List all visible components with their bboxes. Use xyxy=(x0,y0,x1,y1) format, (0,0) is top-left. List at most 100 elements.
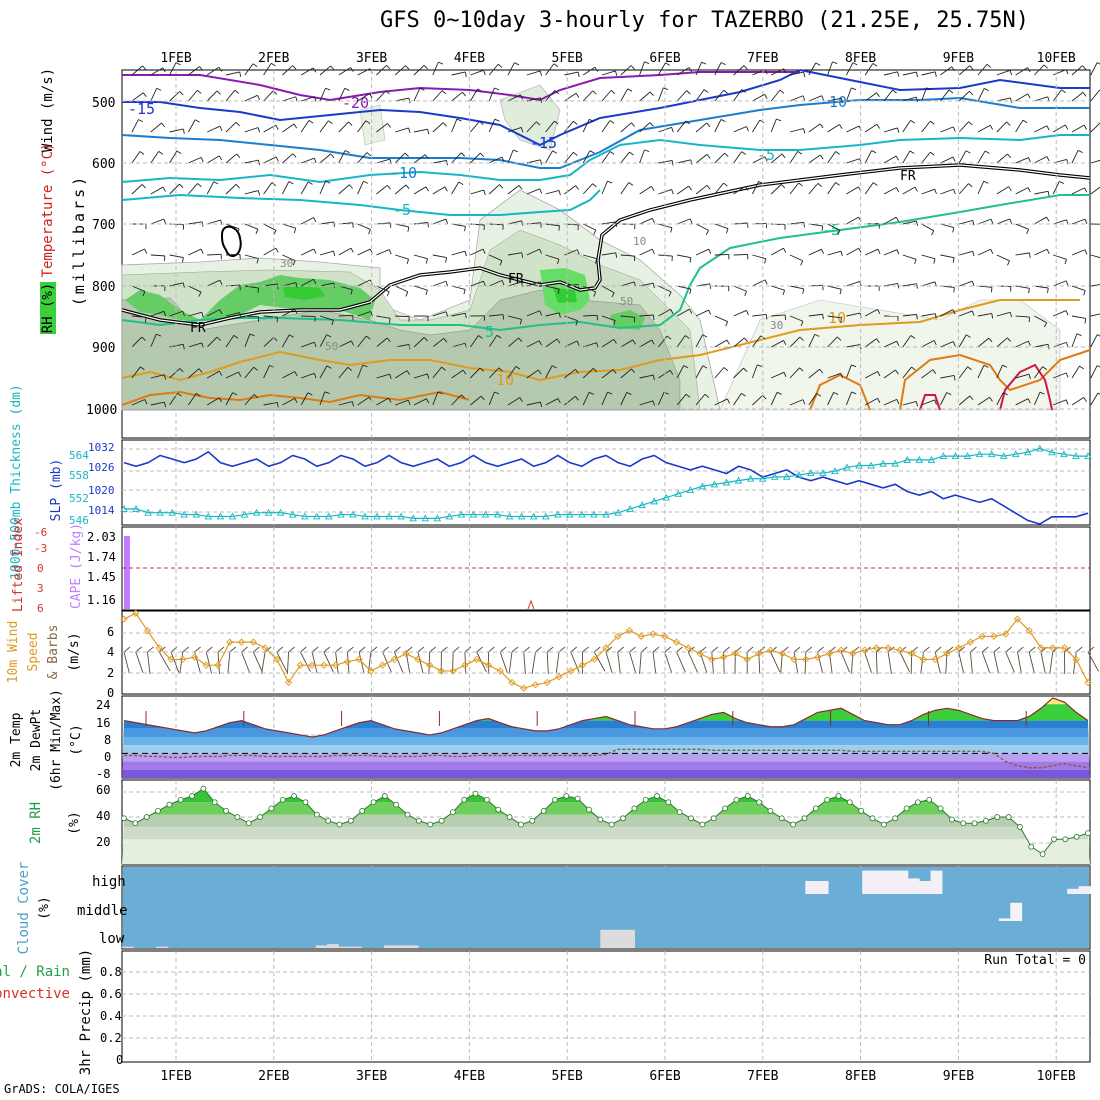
wind-barb xyxy=(413,128,428,133)
wind-tick: 6 xyxy=(107,625,114,639)
wind-barb xyxy=(545,338,558,348)
surface-wind-barb xyxy=(1073,651,1077,674)
wind-barb-flag xyxy=(292,65,297,70)
temperature-ylabel: Temperature (°C) xyxy=(40,143,56,278)
wind-barb-flag xyxy=(877,398,881,403)
temp2m-panel xyxy=(122,697,1090,778)
wind-barb xyxy=(395,315,410,318)
surface-wind-barb xyxy=(570,651,580,673)
wind-barb xyxy=(865,248,879,256)
wind-barb-flag xyxy=(1026,229,1029,235)
wind-barb-flag xyxy=(984,150,990,154)
wind-barb-flag xyxy=(389,374,392,380)
wind-barb xyxy=(752,395,763,406)
wind-speed-point xyxy=(731,650,739,658)
wind-barb xyxy=(319,181,327,195)
wind-barb xyxy=(507,337,519,348)
date-label-top: 10FEB xyxy=(1037,51,1076,66)
wind-barb xyxy=(695,122,707,133)
wind-barb xyxy=(752,314,767,317)
wind-barb xyxy=(902,401,917,406)
wind-barb xyxy=(1015,285,1030,289)
wind-barb-flag xyxy=(163,218,167,224)
wind-barb xyxy=(677,159,691,164)
wind-barb-flag xyxy=(743,367,748,372)
wind-barb-flag xyxy=(387,185,391,190)
surface-wind-barb-flag xyxy=(147,646,154,653)
date-label-top: 7FEB xyxy=(747,51,778,66)
surface-wind-barb-flag xyxy=(993,646,1001,653)
wind-barb xyxy=(282,65,294,76)
wind-barb xyxy=(131,92,144,102)
wind-barb-flag xyxy=(871,150,877,154)
wind-barb xyxy=(1034,366,1043,379)
wind-barb-flag xyxy=(478,335,483,339)
wind-barb xyxy=(1015,223,1029,230)
wind-barb xyxy=(1034,343,1049,348)
wind-barb xyxy=(131,336,143,348)
wind-barb-flag xyxy=(851,391,857,395)
wind-barb-flag xyxy=(650,186,655,191)
wind-barb xyxy=(676,185,690,195)
temp-band xyxy=(122,769,1090,778)
wind-barb xyxy=(977,365,985,379)
cloud-bar-low xyxy=(326,944,339,948)
wind-barb xyxy=(676,308,690,317)
thickness-point xyxy=(1023,448,1032,456)
rh-point xyxy=(812,805,819,812)
wind-barb-flag xyxy=(1059,180,1064,184)
surface-wind-barb xyxy=(531,651,536,674)
cloud-bar-high xyxy=(885,870,897,894)
wind-barb xyxy=(958,395,971,406)
wind-barb-flag xyxy=(744,291,748,297)
wind-barb xyxy=(188,89,198,102)
thickness-point xyxy=(734,476,743,484)
wind-barb xyxy=(1071,397,1085,406)
wind-barb xyxy=(827,223,841,231)
wind-barb-flag xyxy=(593,291,597,297)
rh-band xyxy=(122,788,1090,803)
wind-barb-flag xyxy=(776,391,782,395)
wind-barb xyxy=(1053,310,1067,317)
surface-wind-barb-flag xyxy=(358,646,366,653)
wind-barb-flag xyxy=(293,228,297,234)
wind-barb xyxy=(1071,124,1085,133)
wind-barb-flag xyxy=(965,334,971,338)
wind-barb-flag xyxy=(162,67,166,73)
wind-barb xyxy=(188,183,198,195)
rh-point xyxy=(1039,851,1046,858)
cloud-bar-high xyxy=(896,870,909,894)
wind-barb-flag xyxy=(933,258,936,264)
thickness-point xyxy=(517,512,526,520)
wind-barb-flag xyxy=(708,309,712,315)
surface-wind-barb xyxy=(793,651,799,674)
slp-line xyxy=(123,450,1089,525)
wind-barb-flag xyxy=(238,371,242,377)
wind-barb xyxy=(376,158,391,164)
temp-band xyxy=(122,720,1090,729)
wind-barb xyxy=(338,285,353,291)
wind-barb-flag xyxy=(1006,121,1011,126)
grads-footer: GrADS: COLA/IGES xyxy=(4,1082,120,1096)
rh-point xyxy=(778,815,785,822)
wind-barb-flag xyxy=(589,150,595,154)
cloud-bar-low xyxy=(156,946,169,948)
rh-point xyxy=(200,785,207,792)
wind-speed-point xyxy=(896,646,904,654)
surface-wind-barb xyxy=(652,651,657,674)
wind-barb-flag xyxy=(1028,288,1030,294)
wind-barb xyxy=(846,186,859,195)
wind-barb xyxy=(188,285,202,293)
rh-point xyxy=(926,796,933,803)
wind-barb-flag xyxy=(407,226,410,232)
wind-barb-flag xyxy=(816,393,822,397)
surface-wind-barb-flag xyxy=(652,646,660,653)
wind-barb xyxy=(150,254,165,257)
wind-barb xyxy=(921,399,935,406)
wind-barb-flag xyxy=(931,230,935,236)
wind-barb-flag xyxy=(896,249,900,255)
precip-tick: 0.8 xyxy=(100,965,122,979)
wind-barb-flag xyxy=(1065,310,1069,316)
wind-barb-flag xyxy=(325,180,331,184)
wind-barb xyxy=(357,311,371,317)
